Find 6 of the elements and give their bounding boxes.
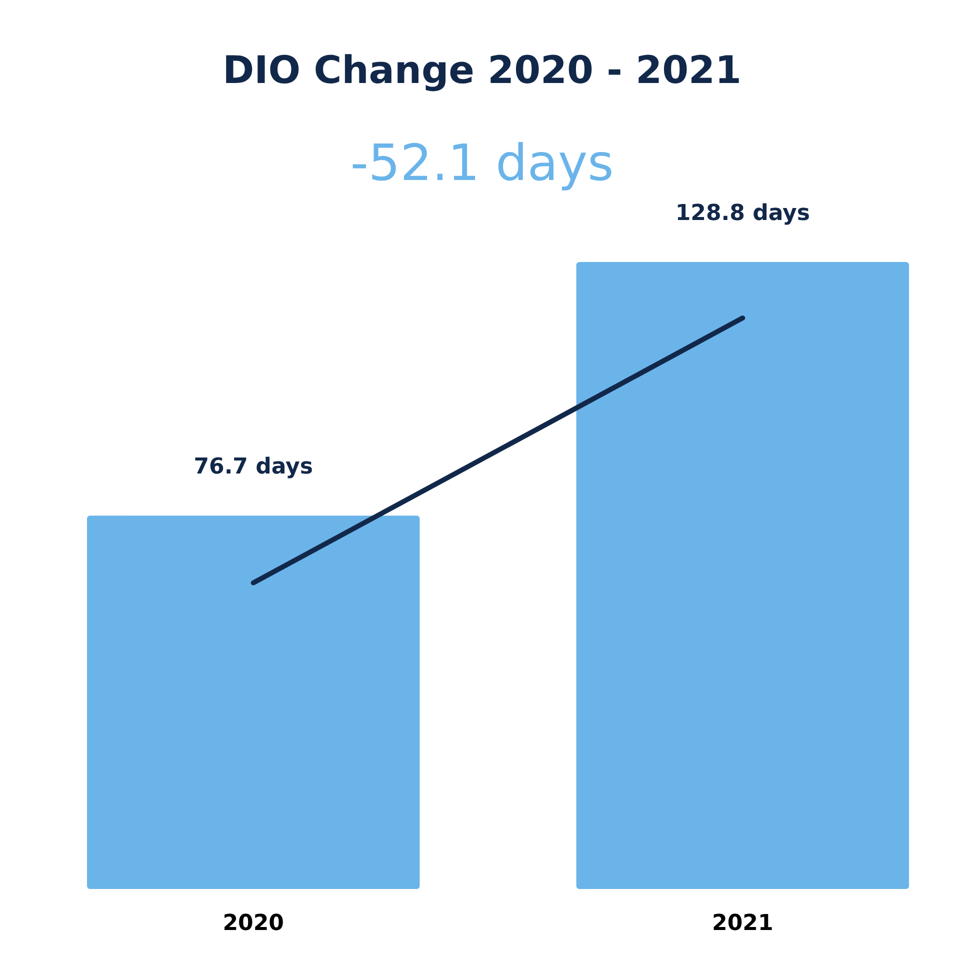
chart-title: DIO Change 2020 - 2021 <box>222 48 742 92</box>
data-label: 128.8 days <box>675 201 810 226</box>
x-tick-label: 2021 <box>712 911 774 936</box>
chart-subtitle: -52.1 days <box>350 134 614 192</box>
x-tick-label: 2020 <box>222 911 284 936</box>
data-label: 76.7 days <box>194 454 314 480</box>
